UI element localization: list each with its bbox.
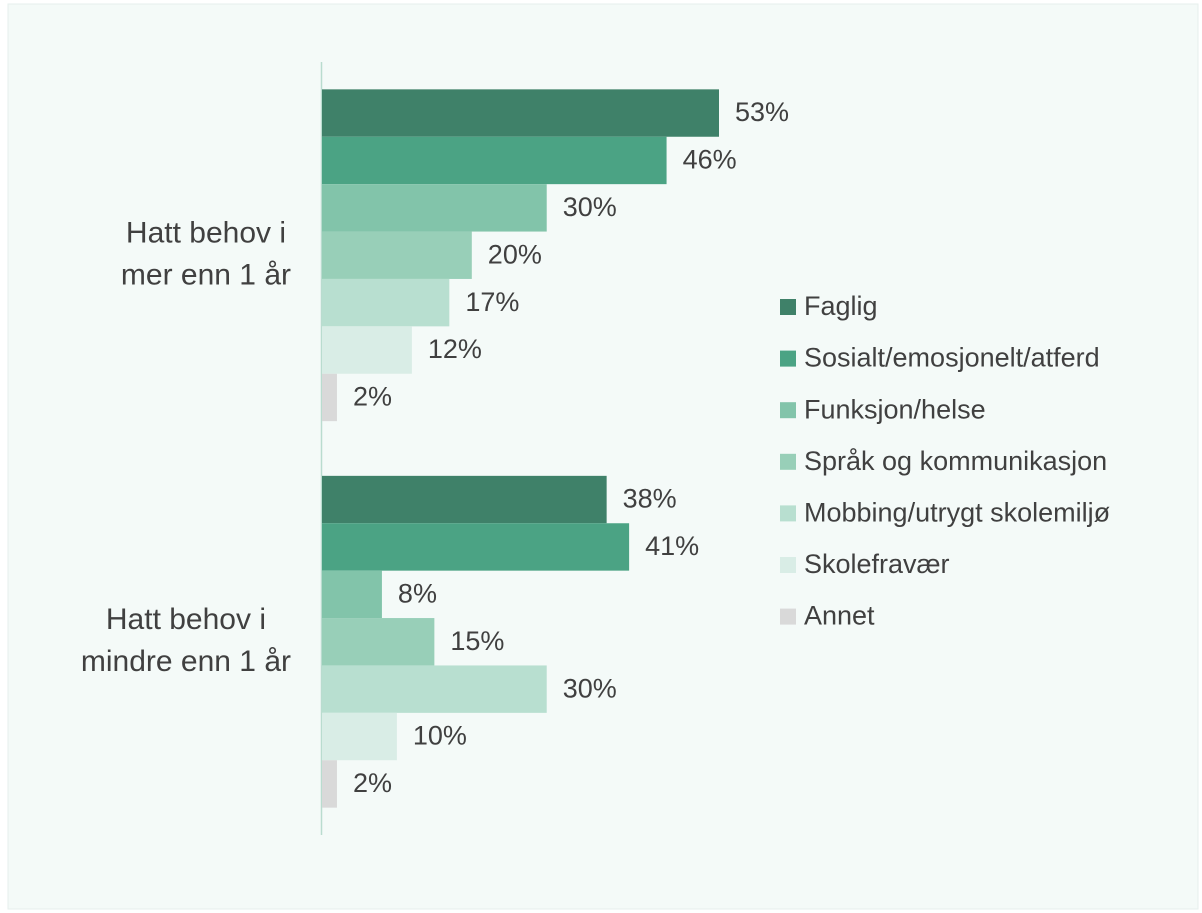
data-label: 46%	[683, 145, 737, 175]
legend-label: Skolefravær	[804, 549, 950, 579]
legend-swatch	[780, 453, 796, 470]
data-label: 8%	[398, 578, 437, 608]
bar	[322, 136, 667, 185]
data-label: 20%	[488, 239, 542, 269]
data-label: 12%	[428, 334, 482, 364]
legend-swatch	[780, 299, 796, 315]
bar	[322, 278, 450, 327]
legend-label: Mobbing/utrygt skolemiljø	[804, 498, 1110, 528]
bar	[322, 184, 547, 232]
bar	[322, 523, 630, 571]
legend-swatch	[780, 402, 796, 419]
bar	[322, 89, 719, 137]
legend-label: Funksjon/helse	[804, 394, 986, 424]
data-label: 53%	[735, 97, 789, 127]
legend-label: Faglig	[804, 291, 878, 321]
data-label: 17%	[465, 287, 519, 317]
bar	[322, 373, 337, 422]
bar	[322, 712, 397, 761]
data-label: 2%	[353, 768, 392, 798]
legend-label: Språk og kommunikasjon	[804, 446, 1107, 476]
bar	[322, 475, 607, 524]
data-label: 38%	[623, 484, 677, 514]
bar	[322, 760, 337, 808]
bar	[322, 618, 435, 666]
bar	[322, 326, 412, 374]
data-label: 2%	[353, 382, 392, 412]
legend-label: Annet	[804, 601, 875, 631]
bar	[322, 665, 547, 713]
legend-label: Sosialt/emosjonelt/atferd	[804, 343, 1100, 373]
data-label: 41%	[645, 531, 699, 561]
data-label: 15%	[450, 626, 504, 656]
data-label: 10%	[413, 721, 467, 751]
legend-swatch	[780, 350, 796, 367]
legend-swatch	[780, 505, 796, 522]
bar	[322, 231, 472, 279]
data-label: 30%	[563, 192, 617, 222]
category-label: Hatt behov i mindre enn 1 år	[81, 603, 291, 678]
bar	[322, 570, 382, 619]
legend-swatch	[780, 557, 796, 573]
data-label: 30%	[563, 673, 617, 703]
legend-swatch	[780, 608, 796, 625]
category-label: Hatt behov i mer enn 1 år	[121, 216, 291, 291]
